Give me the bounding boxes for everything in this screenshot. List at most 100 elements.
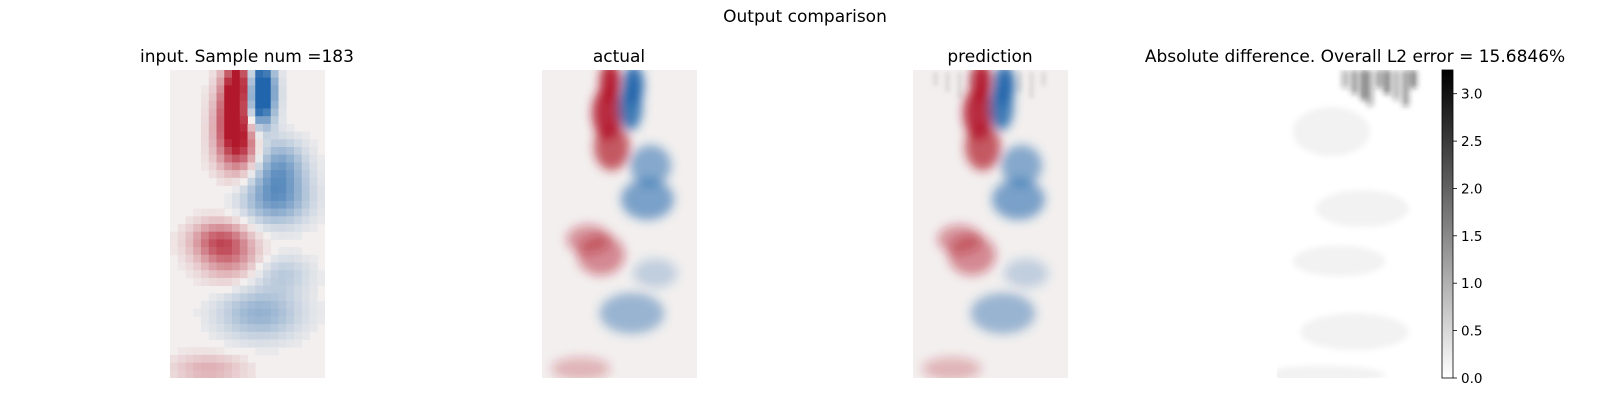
input-cell	[309, 316, 318, 325]
input-cell	[278, 285, 287, 294]
input-cell	[232, 362, 241, 371]
input-cell	[216, 123, 225, 132]
field-prediction-blobs	[922, 70, 1049, 378]
input-cell	[232, 100, 241, 109]
input-cell	[232, 185, 241, 194]
input-cell	[317, 277, 325, 286]
input-cell	[317, 200, 325, 209]
input-cell	[270, 154, 279, 163]
input-cell	[309, 285, 318, 294]
input-cell	[263, 301, 272, 310]
input-cell	[224, 177, 233, 186]
input-cell	[270, 139, 279, 148]
input-cell	[270, 108, 279, 117]
input-cell	[301, 200, 310, 209]
input-cell	[286, 177, 295, 186]
input-cell	[232, 331, 241, 340]
input-cell	[278, 123, 287, 132]
input-cell	[201, 123, 210, 132]
input-cell	[270, 77, 279, 86]
input-cell	[232, 93, 241, 102]
input-cell	[208, 370, 217, 378]
input-cell	[309, 185, 318, 194]
input-cell	[208, 247, 217, 256]
input-cell	[294, 331, 303, 340]
input-cell	[263, 147, 272, 156]
input-cell	[239, 85, 248, 94]
panel-title-prediction: prediction	[947, 47, 1032, 67]
input-cell	[263, 154, 272, 163]
input-cell	[216, 139, 225, 148]
input-cell	[232, 293, 241, 302]
input-cell	[232, 85, 241, 94]
error-streak	[1342, 70, 1349, 88]
input-cell	[294, 139, 303, 148]
input-cell	[224, 70, 233, 79]
input-cell	[224, 200, 233, 209]
input-cell	[278, 139, 287, 148]
input-cell	[301, 216, 310, 225]
input-cell	[193, 308, 202, 317]
input-cell	[294, 147, 303, 156]
input-cell	[263, 331, 272, 340]
input-cell	[263, 347, 272, 356]
input-cell	[247, 262, 256, 271]
input-cell	[301, 285, 310, 294]
input-cell	[286, 308, 295, 317]
faint-error-region	[1315, 190, 1409, 228]
input-cell	[270, 262, 279, 271]
input-cell	[224, 262, 233, 271]
input-cell	[239, 254, 248, 263]
input-cell	[239, 139, 248, 148]
input-cell	[270, 193, 279, 202]
input-cell	[278, 262, 287, 271]
input-cell	[309, 277, 318, 286]
panel-input: input. Sample num =183	[140, 47, 354, 378]
input-cell	[193, 239, 202, 248]
input-cell	[294, 208, 303, 217]
input-cell	[208, 162, 217, 171]
input-cell	[247, 270, 256, 279]
input-cell	[232, 139, 241, 148]
input-cell	[286, 193, 295, 202]
input-cell	[239, 116, 248, 125]
input-cell	[263, 239, 272, 248]
input-cell	[239, 162, 248, 171]
input-cell	[193, 231, 202, 240]
input-cell	[224, 170, 233, 179]
input-cell	[247, 100, 256, 109]
input-cell	[208, 262, 217, 271]
input-cell	[201, 216, 210, 225]
input-cell	[224, 254, 233, 263]
input-cell	[201, 85, 210, 94]
input-cell	[216, 216, 225, 225]
input-cell	[263, 308, 272, 317]
input-cell	[170, 370, 179, 378]
colorbar-tick-label: 0.5	[1461, 324, 1482, 340]
input-cell	[193, 262, 202, 271]
input-cell	[294, 270, 303, 279]
input-cell	[263, 162, 272, 171]
input-cell	[294, 247, 303, 256]
input-cell	[239, 270, 248, 279]
input-cell	[270, 316, 279, 325]
vortex-blob	[629, 145, 672, 186]
input-cell	[255, 254, 264, 263]
input-cell	[216, 324, 225, 333]
faint-error-region	[1292, 107, 1371, 157]
input-cell	[255, 270, 264, 279]
input-cell	[263, 116, 272, 125]
input-cell	[247, 139, 256, 148]
input-cell	[278, 324, 287, 333]
input-cell	[286, 277, 295, 286]
input-cell	[255, 293, 264, 302]
input-cell	[201, 239, 210, 248]
input-cell	[270, 170, 279, 179]
input-cell	[232, 370, 241, 378]
input-cell	[270, 93, 279, 102]
input-cell	[286, 339, 295, 348]
input-cell	[309, 254, 318, 263]
input-cell	[185, 262, 194, 271]
input-cell	[239, 170, 248, 179]
input-cell	[193, 208, 202, 217]
